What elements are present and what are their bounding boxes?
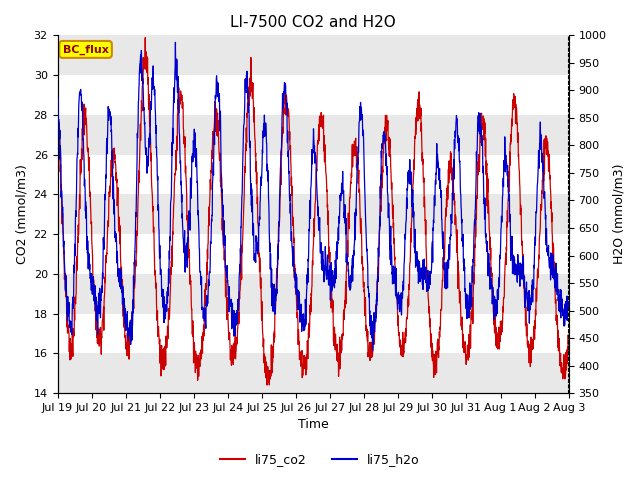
Bar	[58, 115, 569, 155]
Bar	[58, 353, 569, 393]
Bar	[58, 36, 569, 75]
Y-axis label: CO2 (mmol/m3): CO2 (mmol/m3)	[15, 164, 28, 264]
Legend: li75_co2, li75_h2o: li75_co2, li75_h2o	[215, 448, 425, 471]
Bar	[58, 75, 569, 115]
Bar	[58, 234, 569, 274]
Bar	[58, 313, 569, 353]
Y-axis label: H2O (mmol/m3): H2O (mmol/m3)	[612, 164, 625, 264]
X-axis label: Time: Time	[298, 419, 328, 432]
Text: BC_flux: BC_flux	[63, 44, 109, 55]
Bar	[58, 274, 569, 313]
Title: LI-7500 CO2 and H2O: LI-7500 CO2 and H2O	[230, 15, 396, 30]
Bar	[58, 194, 569, 234]
Bar	[58, 155, 569, 194]
